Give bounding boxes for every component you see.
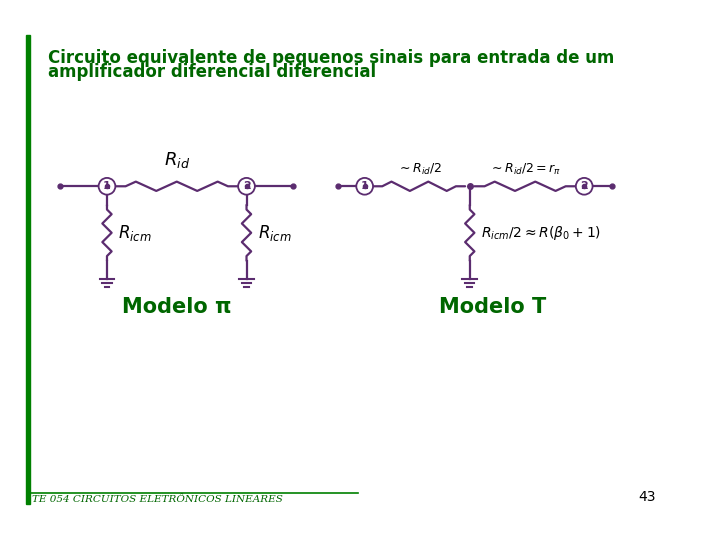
Text: TE 054 CIRCUITOS ELETRÔNICOS LINEARES: TE 054 CIRCUITOS ELETRÔNICOS LINEARES — [32, 495, 282, 504]
Text: 2: 2 — [243, 181, 251, 191]
Circle shape — [238, 178, 255, 194]
Circle shape — [99, 178, 115, 194]
Text: $R_{icm}$: $R_{icm}$ — [118, 223, 152, 243]
Circle shape — [576, 178, 593, 194]
Text: Modelo T: Modelo T — [439, 297, 546, 317]
Text: $R_{icm}$: $R_{icm}$ — [258, 223, 292, 243]
Text: Modelo π: Modelo π — [122, 297, 232, 317]
Text: Circuito equivalente de pequenos sinais para entrada de um: Circuito equivalente de pequenos sinais … — [48, 49, 615, 66]
Text: $\sim R_{id}/2{=}r_\pi$: $\sim R_{id}/2{=}r_\pi$ — [489, 162, 561, 177]
Text: $R_{id}$: $R_{id}$ — [163, 150, 190, 170]
Text: $R_{icm}/2 \approx R(\beta_0+1)$: $R_{icm}/2 \approx R(\beta_0+1)$ — [481, 224, 601, 242]
Circle shape — [356, 178, 373, 194]
Text: 43: 43 — [639, 490, 656, 504]
Text: 2: 2 — [580, 181, 588, 191]
Text: $\sim R_{id}/2$: $\sim R_{id}/2$ — [397, 162, 441, 177]
Text: amplificador diferencial diferencial: amplificador diferencial diferencial — [48, 64, 377, 82]
Bar — [26, 35, 30, 504]
Text: 1: 1 — [103, 181, 111, 191]
Text: 1: 1 — [361, 181, 369, 191]
